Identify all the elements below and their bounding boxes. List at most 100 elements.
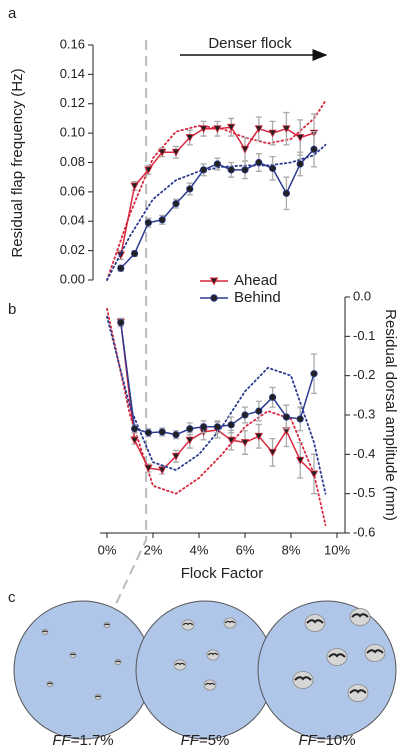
point — [213, 423, 221, 431]
label-value: =1.7% — [71, 732, 114, 749]
point — [254, 432, 263, 441]
point — [296, 456, 305, 465]
panel-label: a — [8, 5, 17, 22]
point — [117, 318, 125, 327]
point — [268, 448, 277, 457]
point — [255, 158, 263, 167]
x-tick-label: 10% — [324, 542, 350, 557]
point — [268, 164, 277, 172]
circle-label: FF=5% — [181, 732, 230, 749]
point — [309, 470, 319, 479]
point — [158, 466, 167, 475]
point — [241, 411, 249, 419]
point — [186, 425, 194, 433]
point — [200, 166, 208, 174]
y-tick-label: -0.1 — [353, 328, 375, 343]
point — [310, 370, 318, 378]
label-variable: FF — [52, 732, 71, 749]
point — [213, 160, 221, 168]
x-axis-label: Flock Factor — [181, 565, 264, 582]
y-tick-label: -0.5 — [353, 485, 375, 500]
bird — [70, 653, 76, 656]
point — [296, 160, 304, 168]
legend-label: Ahead — [234, 272, 277, 289]
bird — [294, 676, 312, 681]
point — [296, 415, 304, 423]
point — [131, 425, 139, 433]
point — [130, 436, 139, 445]
bird — [204, 682, 216, 686]
point — [185, 436, 194, 445]
point — [131, 249, 139, 258]
bird — [349, 689, 367, 694]
reference-line — [114, 40, 148, 607]
point — [186, 185, 194, 193]
y-tick-label: -0.2 — [353, 367, 375, 382]
point — [185, 134, 194, 142]
legend-label: Behind — [234, 289, 281, 306]
bird — [42, 630, 48, 633]
y-axis-label: Residual flap frequency (Hz) — [9, 68, 26, 257]
point — [117, 264, 125, 272]
point — [282, 125, 291, 134]
y-axis-label: Residual dorsal amplitude (mm) — [382, 309, 399, 521]
y-tick-label: -0.6 — [353, 524, 375, 539]
point — [144, 219, 152, 227]
point — [144, 166, 153, 175]
point — [227, 421, 235, 429]
y-tick-label: 0.06 — [60, 183, 85, 198]
point — [172, 431, 180, 439]
x-tick-label: 0% — [98, 542, 117, 557]
point — [130, 182, 139, 191]
panel-label: c — [8, 589, 16, 606]
label-value: =10% — [317, 732, 356, 749]
point — [144, 464, 153, 473]
circle-label: FF=10% — [298, 732, 355, 749]
point — [240, 439, 250, 447]
y-tick-label: 0.02 — [60, 242, 85, 257]
point — [255, 407, 263, 415]
y-tick-label: 0.08 — [60, 154, 85, 169]
y-tick-label: 0.0 — [353, 288, 371, 303]
bird — [207, 652, 219, 656]
point — [199, 125, 208, 134]
point — [227, 436, 236, 445]
y-tick-label: 0.14 — [60, 66, 85, 81]
flock-circle — [257, 600, 397, 740]
x-tick-label: 8% — [282, 542, 301, 557]
point — [171, 148, 181, 157]
point — [282, 413, 290, 421]
bird — [104, 623, 110, 626]
y-tick-label: 0.10 — [60, 125, 85, 140]
legend-marker — [210, 294, 218, 302]
label-variable: FF — [181, 732, 200, 749]
point — [213, 125, 222, 134]
point — [227, 123, 236, 132]
flock-circle — [13, 600, 153, 740]
point — [296, 134, 305, 142]
point — [268, 393, 277, 401]
annotation: Denser flock — [208, 35, 292, 52]
point — [158, 216, 166, 224]
x-tick-label: 6% — [236, 542, 255, 557]
y-tick-label: 0.12 — [60, 95, 85, 110]
point — [310, 145, 318, 153]
point — [200, 423, 208, 431]
point — [172, 200, 180, 208]
point — [171, 452, 181, 461]
y-tick-label: 0.00 — [60, 271, 85, 286]
point — [227, 166, 235, 174]
y-tick-label: -0.3 — [353, 406, 375, 421]
point — [268, 129, 277, 138]
label-value: =5% — [199, 732, 229, 749]
label-variable: FF — [298, 732, 317, 749]
trend-line — [106, 143, 327, 281]
x-tick-label: 4% — [190, 542, 209, 557]
flock-circle — [135, 600, 275, 740]
bird — [182, 622, 194, 626]
point — [241, 166, 249, 174]
y-tick-label: 0.04 — [60, 213, 85, 228]
bird — [95, 695, 101, 698]
series-line — [120, 322, 315, 475]
